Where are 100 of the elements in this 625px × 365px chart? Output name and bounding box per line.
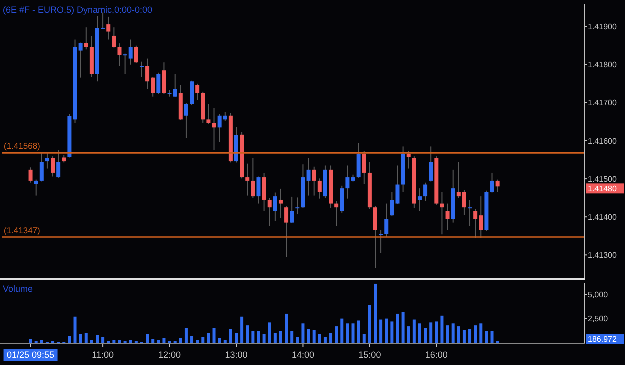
bar [240, 316, 244, 343]
x-tick-label: 16:00 [425, 350, 448, 360]
candlestick [28, 167, 33, 184]
candlestick [290, 196, 294, 224]
bar [346, 324, 350, 343]
y-tick-label: 1.41500 [588, 174, 618, 184]
bar [307, 329, 310, 343]
candlestick [212, 108, 216, 152]
text: 1.41480 [588, 184, 618, 194]
candlestick [490, 172, 494, 194]
bar [352, 324, 355, 343]
bar [424, 328, 428, 343]
bar [418, 324, 422, 343]
bar [179, 338, 182, 343]
candlestick [51, 156, 56, 178]
candlestick [284, 206, 289, 258]
bar [330, 333, 333, 343]
candlestick [190, 80, 194, 106]
bar [257, 331, 260, 343]
bar [452, 324, 455, 343]
candlestick [379, 230, 384, 254]
bar [468, 329, 472, 343]
bar [485, 331, 488, 343]
y-tick-label: 1.41700 [588, 98, 618, 108]
bar [74, 316, 77, 343]
candlestick [440, 191, 444, 236]
bar [157, 340, 160, 343]
bar [335, 326, 338, 343]
bar [274, 333, 277, 343]
bar [229, 329, 232, 343]
candlestick [40, 153, 44, 182]
bar [224, 340, 227, 343]
candlestick [362, 150, 366, 185]
bar [285, 314, 288, 343]
bar [435, 322, 438, 343]
candlestick [84, 27, 88, 50]
bar [268, 322, 272, 343]
bar [357, 320, 360, 343]
bar [218, 338, 222, 343]
candlestick [296, 197, 300, 215]
bar [102, 337, 105, 343]
bar [407, 326, 410, 343]
candlestick [206, 104, 211, 125]
bar [40, 340, 44, 343]
bar [312, 330, 316, 343]
candlestick [278, 188, 283, 219]
candlestick [118, 43, 122, 67]
candlestick [468, 200, 472, 227]
bar [318, 334, 322, 343]
bar [184, 328, 188, 343]
candlestick [496, 179, 500, 192]
bar [385, 318, 388, 343]
chart-title: Volume [3, 284, 34, 294]
candlestick [268, 198, 272, 227]
candlestick [256, 176, 261, 204]
candlestick [334, 200, 339, 227]
bar [212, 328, 216, 343]
bar [146, 334, 150, 343]
bar [374, 284, 377, 343]
chart-title: (6E #F - EURO,5) Dynamic,0:00-0:00 [3, 5, 153, 15]
bar [362, 334, 366, 343]
bar [440, 316, 444, 343]
bar [29, 339, 32, 343]
bar [290, 331, 294, 343]
x-tick-label: 11:00 [92, 350, 114, 360]
candlestick [406, 150, 411, 170]
candlestick [156, 72, 161, 95]
bar [279, 331, 282, 343]
bar [457, 326, 460, 343]
candlestick [273, 192, 278, 222]
x-tick-label: 01/25 09:55 [7, 350, 55, 360]
y-tick-label: 1.41600 [588, 136, 618, 146]
candlestick [424, 182, 428, 202]
candlestick [34, 179, 38, 196]
bar [402, 312, 405, 343]
bar [302, 324, 305, 343]
candlestick [384, 203, 389, 238]
candlestick [312, 166, 316, 196]
y-tick-label: 1.41800 [588, 60, 618, 70]
candlestick [184, 102, 188, 139]
candlestick [446, 203, 450, 231]
bar [390, 322, 394, 343]
bar [162, 338, 166, 343]
bar [430, 322, 433, 343]
bar [112, 340, 116, 343]
bar [152, 339, 155, 343]
bar [462, 330, 466, 343]
candlestick [112, 27, 116, 48]
bar [190, 336, 194, 343]
y-tick-label: 5,000 [588, 290, 609, 300]
x-tick-label: 12:00 [158, 350, 182, 360]
candlestick [306, 158, 311, 196]
ref-line-label: (1.41347) [4, 225, 41, 236]
bar [68, 336, 72, 343]
bar [129, 340, 132, 343]
candlestick [346, 165, 350, 200]
text: 186.972 [588, 334, 618, 344]
candlestick [162, 62, 166, 95]
bar [262, 334, 266, 343]
candlestick [134, 45, 138, 64]
